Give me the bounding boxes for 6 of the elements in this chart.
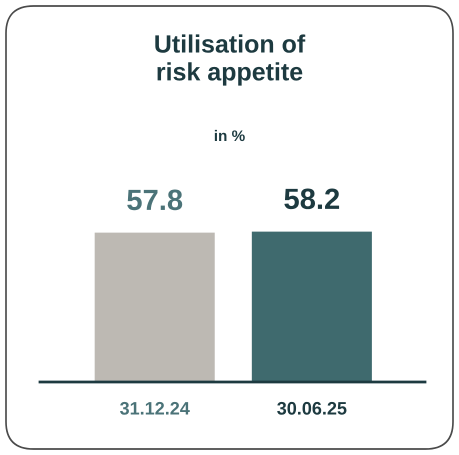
chart-subtitle: in % [214,130,245,142]
data-label: 58.2 [284,188,340,210]
x-tick-label: 31.12.24 [120,402,190,415]
x-tick-label: 30.06.25 [277,402,346,415]
chart-title: Utilisation of risk appetite [155,34,306,86]
data-label: 57.8 [127,190,182,210]
